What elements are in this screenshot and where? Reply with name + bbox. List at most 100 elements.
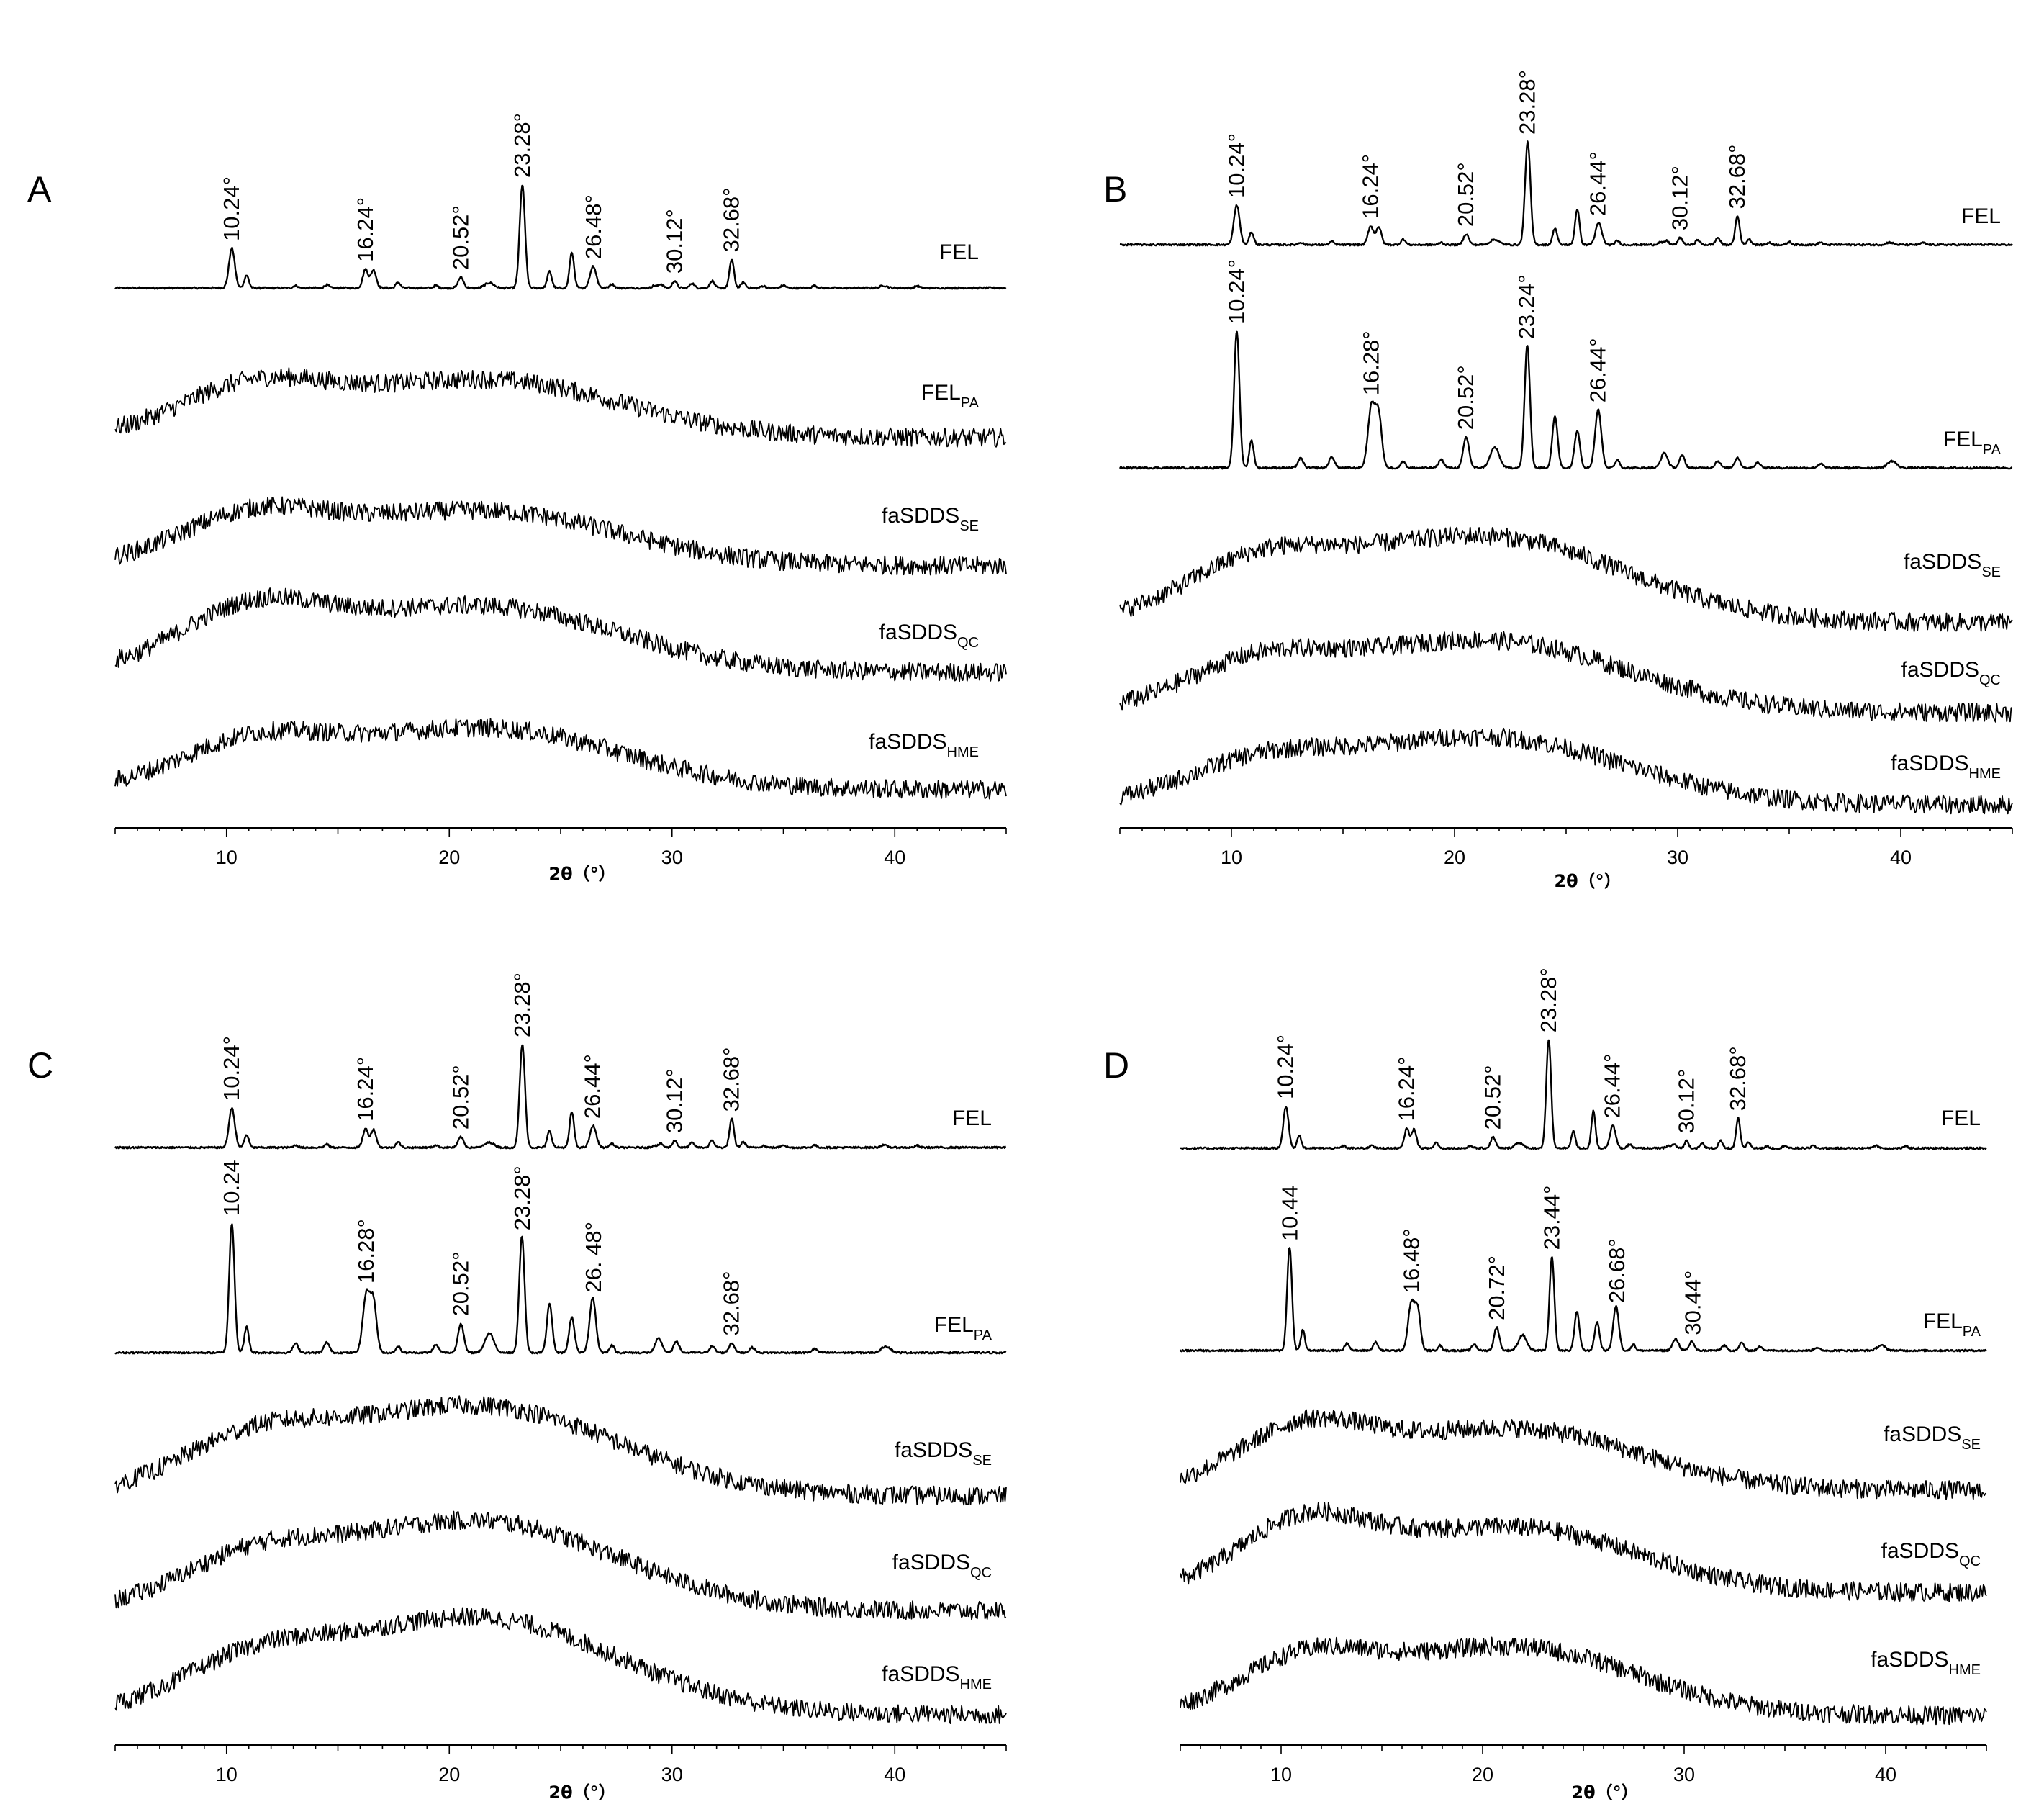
peak-label: 10.24 bbox=[219, 1160, 244, 1216]
x-tick-label: 30 bbox=[1667, 847, 1688, 868]
trace-fel: FEL 10.24° 16.24° 20.52° 23.28° 26.44° 30.12° 3… bbox=[1180, 968, 1987, 1150]
peak-label: 20.72° bbox=[1484, 1255, 1509, 1320]
panel-d: D FEL 10.24° 16.24° 20.52° 23.28° 26.44° 30.12°… bbox=[1103, 968, 1987, 1803]
trace-fasdds-hme: faSDDSHME bbox=[1180, 1636, 1987, 1726]
trace-fasdds-qc: faSDDSQC bbox=[114, 587, 1007, 682]
peak-label: 20.52° bbox=[1453, 365, 1478, 430]
panel-letter: C bbox=[27, 1045, 53, 1086]
trace-label: faSDDSQC bbox=[892, 1551, 992, 1581]
peak-label: 30.12° bbox=[1673, 1069, 1699, 1134]
panel-c: C FEL 10.24° 16.24° 20.52° 23.28° 26.44° 30.12°… bbox=[27, 973, 1007, 1803]
peak-label: 23.24° bbox=[1514, 274, 1539, 339]
x-tick-label: 10 bbox=[1221, 847, 1242, 868]
trace-line bbox=[1119, 631, 2013, 723]
peak-label: 26.44° bbox=[1586, 151, 1611, 216]
x-axis: 10 20 30 40 2θ（°） bbox=[114, 827, 1007, 884]
trace-fel-pa: FELPA 10.44 16.48° 20.72° 23.44° 26.68° 30.44° bbox=[1179, 1185, 1987, 1353]
trace-line bbox=[1119, 526, 2013, 632]
peak-label: 10.24° bbox=[219, 176, 244, 241]
trace-fasdds-se: faSDDSSE bbox=[1119, 526, 2013, 632]
panel-b: B FEL 10.24° 16.24° 20.52° 23.28° 26.44° 30.12°… bbox=[1103, 70, 2013, 891]
peak-label: 10.24° bbox=[1224, 133, 1249, 198]
peak-label: 26.48° bbox=[581, 194, 606, 259]
peak-label: 32.68° bbox=[719, 1047, 744, 1112]
x-tick-label: 40 bbox=[884, 847, 905, 868]
trace-line bbox=[114, 1395, 1007, 1506]
trace-fel: FEL 10.24° 16.24° 20.52° 23.28° 26.48° 30.12° 3… bbox=[114, 113, 1007, 290]
trace-line bbox=[114, 1510, 1007, 1620]
peak-label: 23.28° bbox=[510, 1166, 535, 1230]
trace-line bbox=[1180, 1409, 1987, 1500]
peak-label: 32.68° bbox=[719, 187, 744, 252]
trace-line bbox=[1180, 1502, 1987, 1602]
trace-fel: FEL 10.24° 16.24° 20.52° 23.28° 26.44° 30.12° 3… bbox=[114, 973, 1006, 1150]
peak-label: 16.28° bbox=[1359, 330, 1384, 395]
trace-label: FEL bbox=[939, 240, 979, 264]
panel-letter: B bbox=[1103, 169, 1127, 209]
peak-label: 16.28° bbox=[353, 1219, 379, 1284]
panel-letter: A bbox=[27, 169, 52, 209]
trace-label: faSDDSHME bbox=[882, 1662, 992, 1692]
peak-label: 23.28° bbox=[510, 973, 535, 1037]
x-axis: 10 20 30 40 2θ（°） bbox=[1180, 1744, 1987, 1803]
trace-line bbox=[114, 1044, 1006, 1150]
panel-letter: D bbox=[1103, 1045, 1129, 1086]
peak-label: 16.48° bbox=[1398, 1228, 1424, 1293]
trace-label: faSDDSSE bbox=[1884, 1423, 1981, 1453]
peak-label: 23.28° bbox=[1536, 968, 1561, 1032]
peak-label: 26.68° bbox=[1604, 1238, 1629, 1303]
trace-line bbox=[1118, 330, 2013, 470]
peak-label: 16.24° bbox=[353, 197, 378, 262]
trace-line bbox=[1180, 1039, 1987, 1150]
trace-label: FELPA bbox=[1923, 1309, 1981, 1340]
x-tick-label: 20 bbox=[438, 1764, 460, 1785]
trace-fasdds-se: faSDDSSE bbox=[114, 496, 1007, 576]
peak-label: 23.28° bbox=[1515, 70, 1540, 135]
peak-label: 10.44 bbox=[1277, 1185, 1302, 1241]
trace-fasdds-hme: faSDDSHME bbox=[114, 1607, 1007, 1724]
trace-line bbox=[114, 496, 1007, 576]
trace-label: faSDDSSE bbox=[895, 1438, 992, 1469]
peak-label: 32.68° bbox=[1725, 1046, 1750, 1111]
peak-label: 16.24° bbox=[1357, 154, 1383, 219]
peak-label: 20.52° bbox=[448, 1252, 473, 1317]
trace-label: faSDDSQC bbox=[1881, 1539, 1981, 1569]
trace-label: FELPA bbox=[1943, 428, 2002, 458]
peak-label: 20.52° bbox=[448, 205, 473, 270]
x-axis-title: 2θ（°） bbox=[1554, 871, 1621, 891]
x-tick-label: 20 bbox=[1472, 1764, 1493, 1785]
peak-label: 10.24° bbox=[1224, 259, 1249, 324]
trace-fasdds-qc: faSDDSQC bbox=[114, 1510, 1007, 1620]
trace-label: faSDDSQC bbox=[1901, 658, 2001, 688]
trace-label: faSDDSHME bbox=[1891, 752, 2001, 782]
trace-fel-pa: FELPA 10.24° 16.28° 20.52° 23.24° 26.44° bbox=[1118, 259, 2013, 470]
x-axis: 10 20 30 40 2θ（°） bbox=[114, 1744, 1007, 1803]
x-axis-title: 2θ（°） bbox=[548, 864, 615, 884]
peak-label: 23.28° bbox=[510, 113, 535, 178]
x-axis-title: 2θ（°） bbox=[548, 1782, 615, 1803]
x-tick-label: 30 bbox=[661, 1764, 683, 1785]
x-tick-label: 10 bbox=[216, 847, 238, 868]
trace-fel-pa: FELPA 10.24 16.28° 20.52° 23.28° 26. 48° 32.68… bbox=[114, 1160, 1007, 1355]
trace-line bbox=[114, 718, 1007, 800]
x-axis-title: 2θ（°） bbox=[1571, 1782, 1638, 1803]
trace-line bbox=[114, 367, 1007, 448]
peak-label: 30.12° bbox=[661, 1068, 687, 1133]
trace-fasdds-qc: faSDDSQC bbox=[1119, 631, 2013, 723]
trace-label: faSDDSHME bbox=[1871, 1648, 1981, 1678]
trace-line bbox=[1119, 140, 2013, 247]
trace-line bbox=[114, 587, 1007, 682]
peak-label: 10.24° bbox=[219, 1036, 244, 1101]
trace-fasdds-qc: faSDDSQC bbox=[1180, 1502, 1987, 1602]
trace-label: FEL bbox=[1961, 204, 2001, 228]
trace-fasdds-hme: faSDDSHME bbox=[1119, 727, 2013, 815]
x-axis: 10 20 30 40 2θ（°） bbox=[1119, 827, 2013, 891]
trace-fasdds-se: faSDDSSE bbox=[114, 1395, 1007, 1506]
peak-label: 30.44° bbox=[1680, 1271, 1705, 1335]
x-tick-label: 40 bbox=[884, 1764, 905, 1785]
panels-root: A FEL 10.24° 16.24° 20.52° 23.28° 26.48° 30.12°… bbox=[27, 70, 2013, 1803]
peak-label: 20.52° bbox=[1453, 162, 1478, 227]
trace-label: faSDDSSE bbox=[1904, 550, 2001, 580]
peak-label: 26.44° bbox=[1586, 338, 1611, 402]
